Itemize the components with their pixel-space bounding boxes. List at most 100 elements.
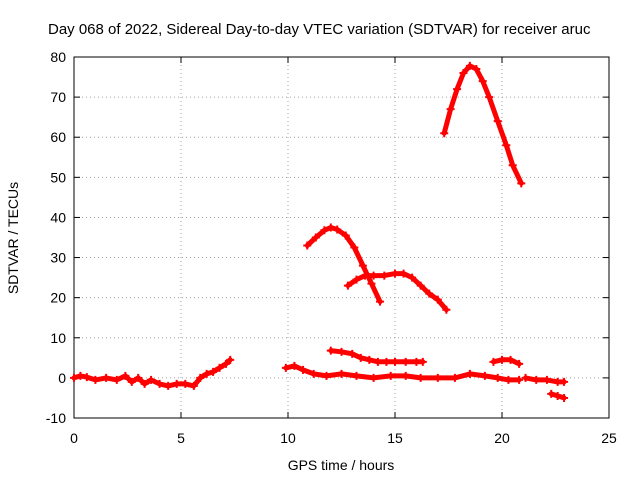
- data-point: [401, 371, 410, 380]
- x-tick-label: 10: [280, 430, 296, 446]
- data-point: [320, 226, 329, 235]
- data-point: [298, 365, 307, 374]
- data-point: [311, 233, 320, 242]
- y-tick-label: 70: [50, 89, 66, 105]
- data-point: [337, 347, 346, 356]
- chart-title: Day 068 of 2022, Sidereal Day-to-day VTE…: [48, 21, 591, 38]
- series-arc-7: [489, 355, 524, 368]
- series-line: [304, 225, 383, 305]
- data-point: [365, 355, 374, 364]
- data-point: [76, 371, 85, 380]
- data-point: [147, 375, 156, 384]
- data-point: [181, 379, 190, 388]
- series-arc-8: [521, 373, 569, 386]
- series-arc-6: [440, 61, 526, 188]
- data-point: [515, 359, 524, 368]
- series-line: [441, 63, 524, 186]
- data-point: [140, 379, 149, 388]
- data-point: [401, 357, 410, 366]
- data-point: [382, 357, 391, 366]
- data-point: [459, 69, 468, 78]
- series-arc-4: [343, 269, 451, 314]
- data-point: [352, 275, 361, 284]
- data-point: [309, 369, 318, 378]
- data-point: [450, 373, 459, 382]
- y-axis-label: SDTVAR / TECUs: [5, 182, 21, 294]
- data-point: [348, 349, 357, 358]
- data-point: [337, 369, 346, 378]
- data-point: [172, 379, 181, 388]
- x-tick-label: 5: [177, 430, 185, 446]
- x-tick-label: 25: [601, 430, 617, 446]
- series-arc-3: [303, 223, 385, 306]
- x-tick-label: 15: [387, 430, 403, 446]
- data-point: [102, 373, 111, 382]
- data-point: [508, 161, 517, 170]
- data-point: [127, 377, 136, 386]
- data-point: [281, 363, 290, 372]
- data-point: [504, 375, 513, 384]
- data-point: [155, 379, 164, 388]
- data-point: [547, 389, 556, 398]
- series-arc-2: [281, 361, 524, 384]
- data-point: [322, 371, 331, 380]
- data-point: [343, 281, 352, 290]
- data-point: [386, 371, 395, 380]
- data-point: [376, 297, 385, 306]
- data-point: [352, 371, 361, 380]
- data-point: [202, 369, 211, 378]
- data-point: [391, 269, 399, 278]
- data-point: [517, 179, 526, 188]
- data-point: [189, 381, 198, 390]
- series-line: [345, 271, 449, 313]
- data-point: [356, 353, 365, 362]
- series-layer: [70, 61, 569, 402]
- series-arc-1: [70, 355, 235, 390]
- data-point: [433, 373, 442, 382]
- plot-frame: [73, 56, 610, 419]
- data-point: [361, 271, 370, 280]
- data-point: [164, 381, 173, 390]
- data-point: [333, 225, 342, 234]
- data-point: [221, 359, 230, 368]
- data-point: [367, 279, 376, 288]
- data-point: [553, 391, 562, 400]
- data-point: [82, 373, 91, 382]
- data-point: [478, 77, 487, 86]
- data-point: [480, 371, 489, 380]
- data-point: [532, 375, 541, 384]
- data-point: [369, 373, 378, 382]
- grid: [74, 57, 609, 418]
- data-point: [465, 369, 474, 378]
- data-point: [369, 271, 378, 280]
- data-point: [341, 231, 350, 240]
- y-tick-label: 20: [50, 290, 66, 306]
- y-tick-label: 60: [50, 129, 66, 145]
- series-arc-9: [547, 389, 569, 402]
- data-point: [506, 355, 515, 364]
- data-point: [418, 357, 427, 366]
- x-tick-label: 0: [70, 430, 78, 446]
- data-point: [391, 357, 399, 366]
- data-point: [425, 289, 434, 298]
- data-point: [446, 105, 455, 114]
- data-point: [472, 65, 481, 74]
- y-tick-label: 0: [58, 370, 66, 386]
- data-point: [502, 141, 511, 150]
- data-point: [433, 295, 442, 304]
- data-point: [408, 273, 417, 282]
- data-point: [542, 375, 551, 384]
- data-point: [489, 357, 498, 366]
- x-axis-label: GPS time / hours: [288, 457, 395, 473]
- data-point: [498, 355, 506, 364]
- data-point: [442, 305, 451, 314]
- series-line: [490, 357, 522, 367]
- data-point: [453, 85, 462, 94]
- data-point: [521, 373, 530, 382]
- x-tick-label: 20: [494, 430, 510, 446]
- data-point: [515, 375, 524, 384]
- y-tick-label: 80: [50, 49, 66, 65]
- data-point: [560, 393, 569, 402]
- y-tick-label: -10: [46, 410, 66, 426]
